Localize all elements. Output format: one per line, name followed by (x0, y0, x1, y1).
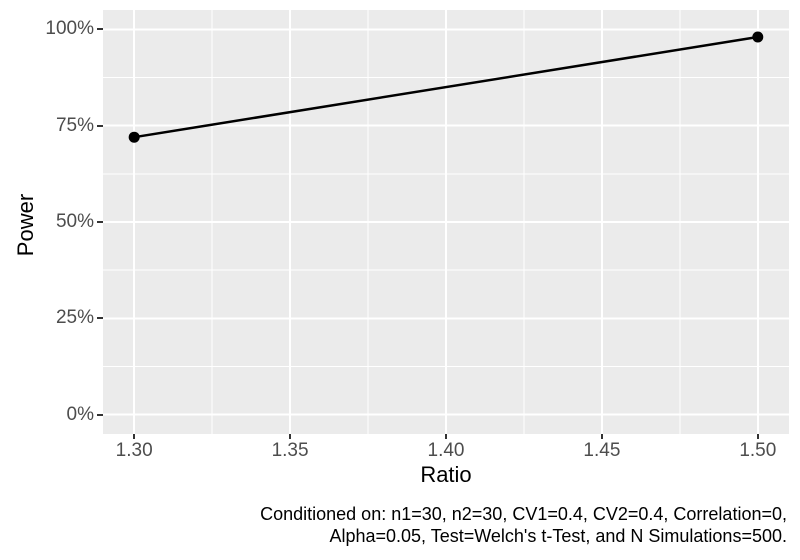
y-tick-label: 100% (45, 18, 94, 40)
y-tick-label: 50% (55, 211, 94, 232)
x-tick-mark (445, 434, 447, 439)
plot-panel (103, 10, 789, 434)
x-tick-mark (756, 434, 759, 439)
x-tick-label: 1.40 (427, 440, 465, 461)
plot-caption: Conditioned on: n1=30, n2=30, CV1=0.4, C… (260, 503, 787, 547)
x-tick-label: 1.30 (115, 440, 153, 461)
x-axis-title: Ratio (420, 462, 472, 487)
x-tick-label: 1.35 (271, 440, 309, 461)
x-tick-label: 1.45 (583, 440, 621, 461)
plot-area-svg (103, 10, 789, 434)
data-point (752, 31, 764, 43)
x-tick-label: 1.50 (739, 440, 777, 461)
caption-line-2: Alpha=0.05, Test=Welch's t-Test, and N S… (329, 526, 787, 546)
data-point (128, 131, 140, 143)
y-tick-label: 75% (55, 114, 94, 136)
y-tick-label: 25% (55, 307, 94, 329)
caption-line-1: Conditioned on: n1=30, n2=30, CV1=0.4, C… (260, 504, 787, 524)
y-tick-label: 0% (66, 403, 94, 425)
power-line (132, 35, 760, 139)
y-tick-mark (97, 221, 103, 223)
x-tick-mark (289, 434, 292, 439)
y-tick-mark (97, 124, 103, 127)
y-tick-mark (97, 28, 103, 31)
y-tick-mark (97, 317, 103, 320)
x-tick-mark (133, 434, 136, 439)
x-tick-mark (600, 434, 603, 439)
y-tick-mark (97, 413, 103, 416)
